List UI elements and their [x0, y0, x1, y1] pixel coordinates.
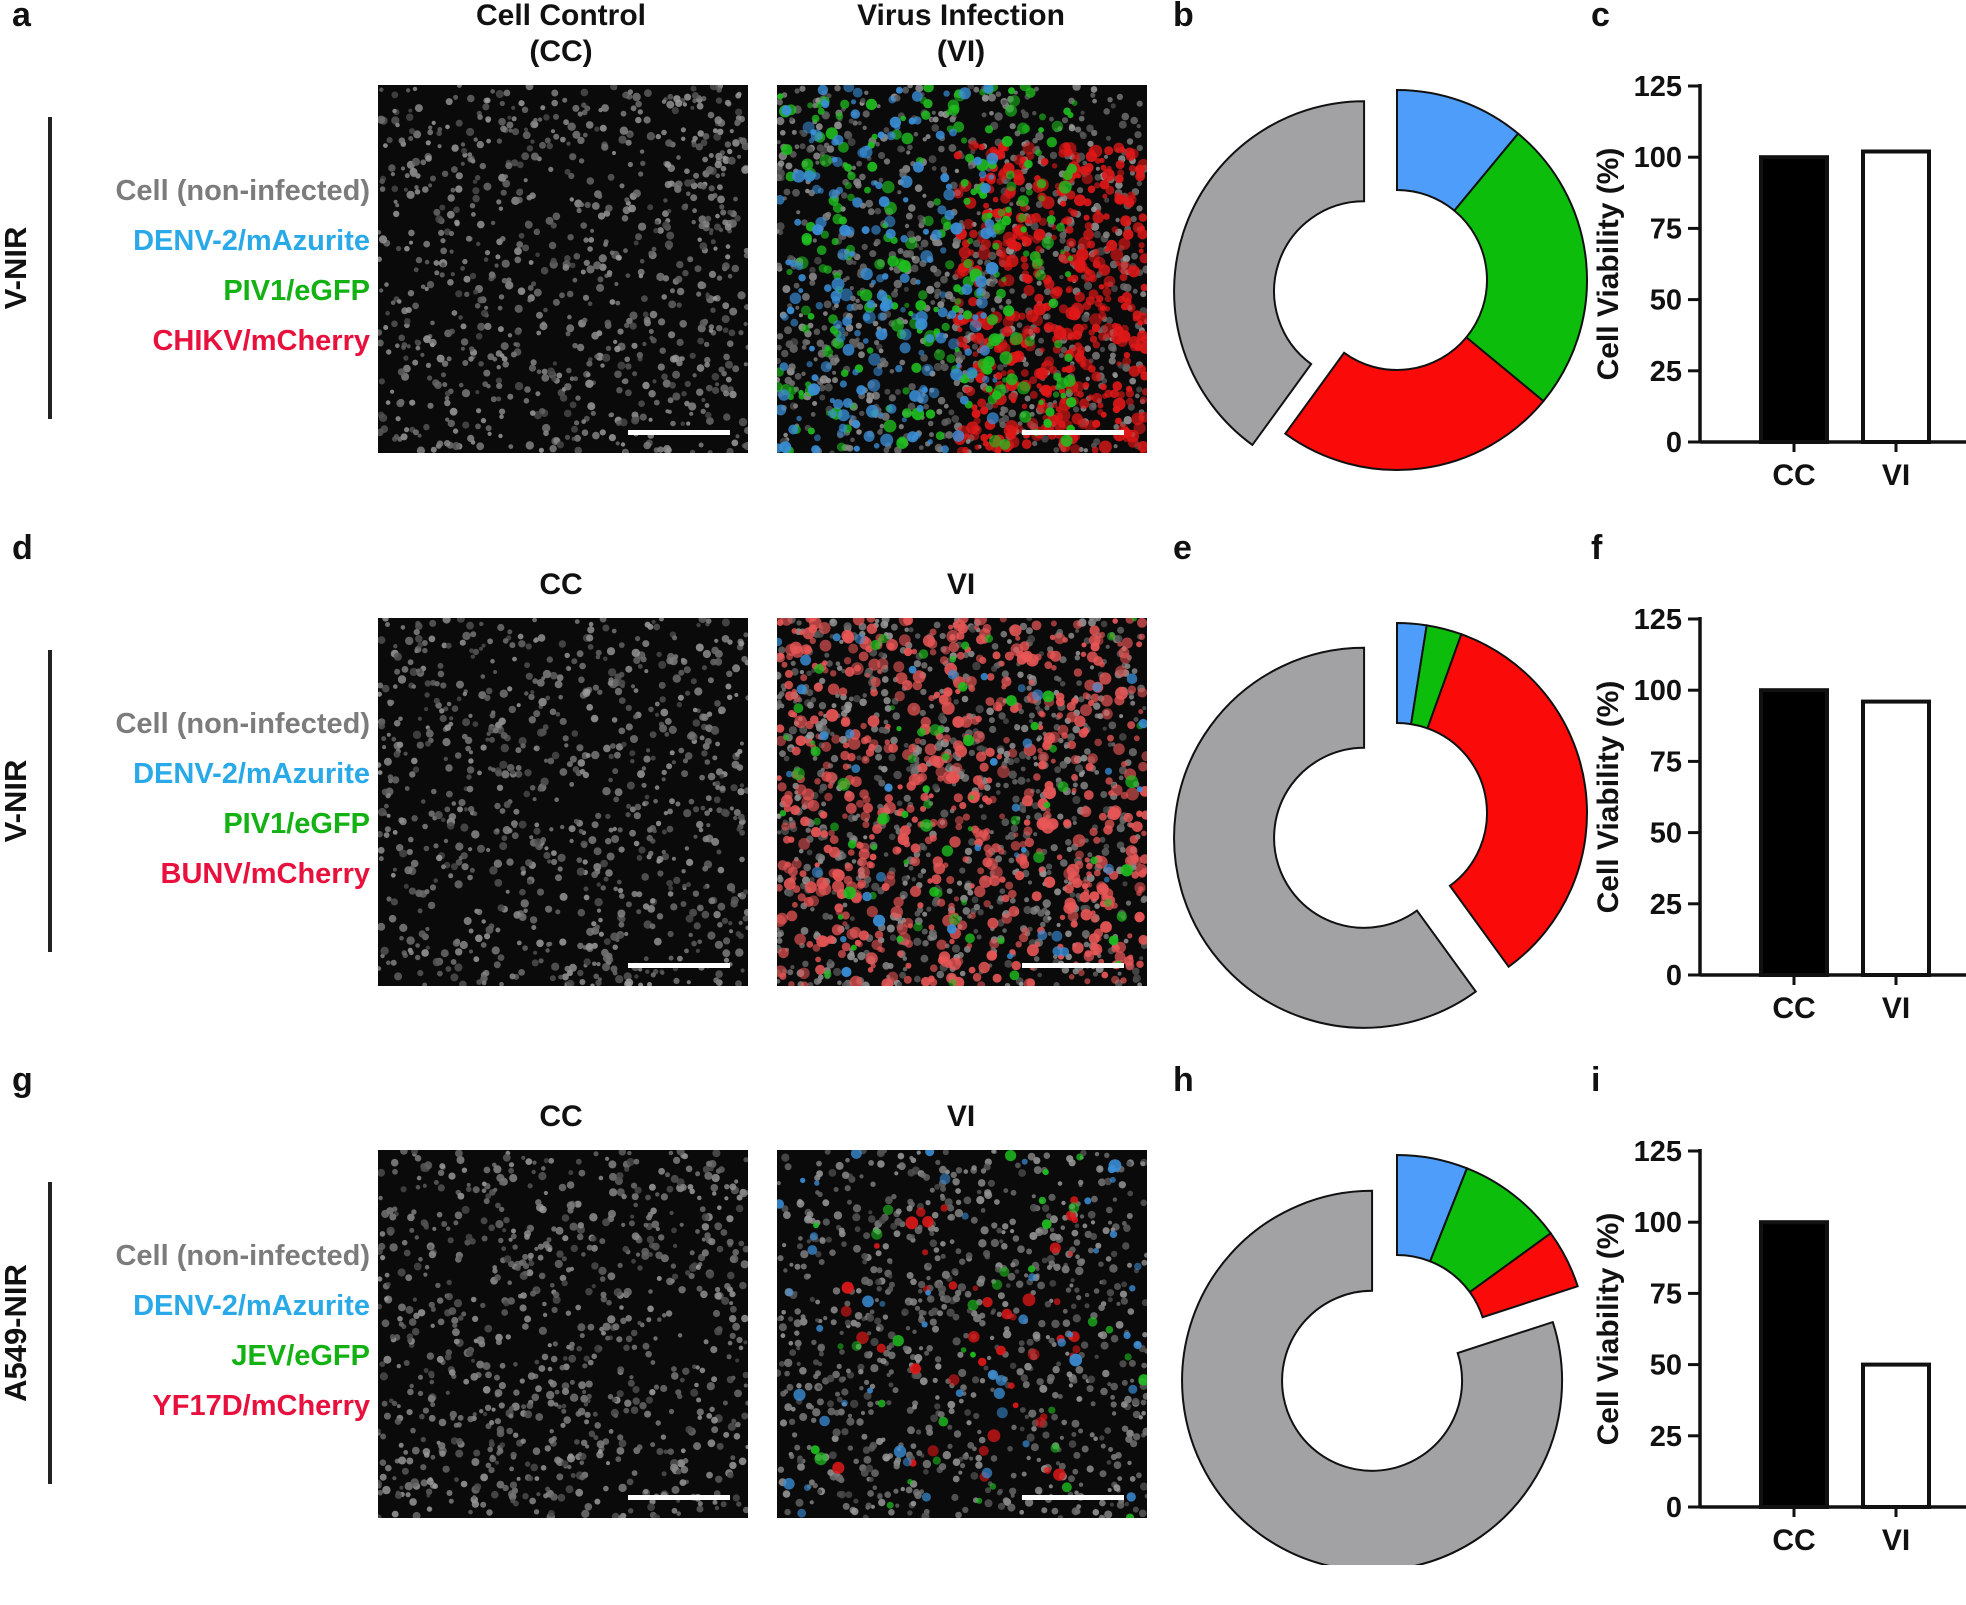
column-title: Virus Infection (VI): [776, 0, 1146, 70]
y-tick-label: 0: [1666, 427, 1682, 459]
legend-entry: Cell (non-infected): [115, 1231, 370, 1281]
bar-cc: [1761, 1222, 1827, 1507]
vi-micrograph: [777, 618, 1147, 986]
cell-line-label: V-NIR: [0, 148, 34, 388]
cell-line-bar: [48, 117, 52, 419]
legend-entry: PIV1/eGFP: [115, 799, 370, 849]
panel-label: h: [1173, 1061, 1194, 1100]
column-title: Cell Control (CC): [376, 0, 746, 70]
y-tick-label: 25: [1650, 356, 1682, 388]
micrograph-canvas: [378, 85, 748, 453]
vi-micrograph: [777, 85, 1147, 453]
panel-label: a: [12, 0, 31, 35]
y-tick-label: 75: [1650, 213, 1682, 245]
y-tick-label: 125: [1634, 1136, 1682, 1168]
bar-vi: [1863, 702, 1929, 975]
legend-entry: DENV-2/mAzurite: [115, 1281, 370, 1331]
micrograph-canvas: [777, 85, 1147, 453]
panel-label: g: [12, 1061, 33, 1100]
legend-entry: Cell (non-infected): [115, 166, 370, 216]
legend-entry: DENV-2/mAzurite: [115, 216, 370, 266]
y-tick-label: 75: [1650, 1278, 1682, 1310]
y-axis-label: Cell Viability (%): [1596, 148, 1625, 381]
donut-chart: [1170, 593, 1590, 1033]
legend-entry: Cell (non-infected): [115, 699, 370, 749]
cc-micrograph: [378, 1150, 748, 1518]
micrograph-canvas: [378, 1150, 748, 1518]
y-tick-label: 100: [1634, 675, 1682, 707]
scale-bar: [1022, 1495, 1124, 1500]
legend-entry: DENV-2/mAzurite: [115, 749, 370, 799]
scale-bar: [1022, 963, 1124, 968]
legend-entry: YF17D/mCherry: [115, 1381, 370, 1431]
column-title: CC: [376, 567, 746, 603]
legend-entry: CHIKV/mCherry: [115, 316, 370, 366]
y-tick-label: 25: [1650, 1421, 1682, 1453]
bar-chart: 0 25 50 75 100 125 Cell Viability (%) CC VI: [1596, 1105, 1966, 1605]
cell-line-bar: [48, 650, 52, 952]
x-tick-label: VI: [1882, 992, 1910, 1025]
x-tick-label: VI: [1882, 459, 1910, 492]
vi-micrograph: [777, 1150, 1147, 1518]
y-axis-label: Cell Viability (%): [1596, 1213, 1625, 1446]
pie-slice-bunv-mcherry: [1427, 634, 1587, 966]
panel-label: b: [1173, 0, 1194, 35]
bar-cc: [1761, 157, 1827, 442]
y-tick-label: 100: [1634, 1207, 1682, 1239]
column-title: VI: [776, 567, 1146, 603]
legend-entry: BUNV/mCherry: [115, 849, 370, 899]
bar-cc: [1761, 690, 1827, 975]
y-tick-label: 125: [1634, 604, 1682, 636]
legend-entry: JEV/eGFP: [115, 1331, 370, 1381]
donut-chart: [1170, 60, 1590, 500]
scale-bar: [1022, 430, 1124, 435]
donut-chart: [1170, 1125, 1590, 1565]
cc-micrograph: [378, 618, 748, 986]
y-tick-label: 50: [1650, 818, 1682, 850]
x-tick-label: VI: [1882, 1524, 1910, 1557]
micrograph-canvas: [378, 618, 748, 986]
panel-label: d: [12, 529, 33, 568]
y-tick-label: 50: [1650, 1350, 1682, 1382]
bar-chart: 0 25 50 75 100 125 Cell Viability (%) CC VI: [1596, 40, 1966, 540]
cell-line-label: V-NIR: [0, 681, 34, 921]
bar-vi: [1863, 1365, 1929, 1507]
panel-label: e: [1173, 529, 1192, 568]
y-tick-label: 50: [1650, 285, 1682, 317]
bar-chart: 0 25 50 75 100 125 Cell Viability (%) CC VI: [1596, 573, 1966, 1073]
y-axis-label: Cell Viability (%): [1596, 681, 1625, 914]
column-title: CC: [376, 1099, 746, 1135]
scale-bar: [628, 1495, 730, 1500]
scale-bar: [628, 963, 730, 968]
x-tick-label: CC: [1772, 1524, 1815, 1557]
y-tick-label: 25: [1650, 889, 1682, 921]
bar-vi: [1863, 152, 1929, 442]
panel-label: c: [1591, 0, 1610, 35]
x-tick-label: CC: [1772, 992, 1815, 1025]
figure: a b c Cell Control (CC) Virus Infection (VI)…: [0, 0, 1966, 1552]
x-tick-label: CC: [1772, 459, 1815, 492]
cell-line-label: A549-NIR: [0, 1213, 34, 1453]
legend-entry: PIV1/eGFP: [115, 266, 370, 316]
micrograph-canvas: [777, 1150, 1147, 1518]
y-tick-label: 0: [1666, 1492, 1682, 1524]
y-tick-label: 100: [1634, 142, 1682, 174]
y-tick-label: 75: [1650, 746, 1682, 778]
y-tick-label: 125: [1634, 71, 1682, 103]
y-tick-label: 0: [1666, 960, 1682, 992]
cell-line-bar: [48, 1182, 52, 1484]
scale-bar: [628, 430, 730, 435]
column-title: VI: [776, 1099, 1146, 1135]
micrograph-canvas: [777, 618, 1147, 986]
cc-micrograph: [378, 85, 748, 453]
